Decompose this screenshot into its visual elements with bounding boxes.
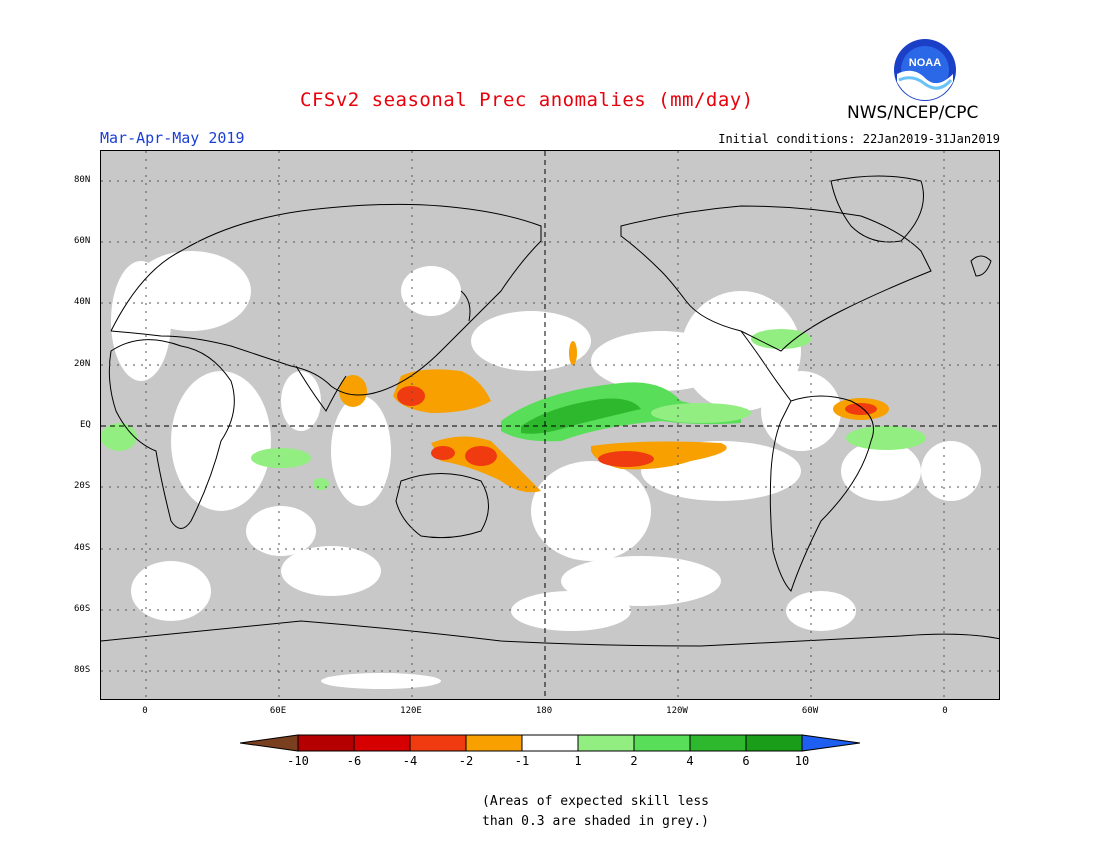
map-title: CFSv2 seasonal Prec anomalies (mm/day) [300,89,754,111]
europe-asia-outline [110,203,542,396]
greenland-outline [830,175,924,243]
colorbar-segment [745,734,803,752]
colorbar-tick-label: -4 [402,754,418,768]
lon-label-60w: 60W [801,706,819,716]
lon-label-180: 180 [535,706,553,716]
colorbar-tick-label: 6 [742,754,750,768]
skill-note-line-2: than 0.3 are shaded in grey.) [482,814,709,829]
lat-label-40s: 40S [74,543,91,553]
colorbar-segment-lower [240,734,299,752]
colorbar-tick-label: 4 [686,754,694,768]
colorbar-segment [409,734,467,752]
lon-label-120e: 120E [400,706,422,716]
colorbar-tick-label: 2 [630,754,638,768]
colorbar-segment-upper [801,734,860,752]
skill-note-line-1: (Areas of expected skill less [482,794,709,809]
colorbar-tick-label: -2 [458,754,474,768]
philippines-dry-core [397,386,425,406]
lat-label-20s: 20S [74,481,91,491]
continent-outlines [101,175,999,647]
lat-label-40n: 40N [74,297,91,307]
skill-note: (Areas of expected skill less than 0.3 a… [482,792,709,832]
colorbar [240,734,860,752]
australia-outline [395,473,489,539]
lon-label-120w: 120W [666,706,688,716]
colorbar-tick-label: -6 [346,754,362,768]
colorbar-segment [689,734,747,752]
dry-anomaly-regions [339,341,889,493]
reference-lines [101,151,999,699]
timor-dry-core [431,446,455,460]
britain-outline [970,255,992,277]
pacific-wet-fringe [651,403,751,423]
colorbar-tick-label: 10 [794,754,810,768]
pacific-wet-core [521,398,641,434]
season-label: Mar-Apr-May 2019 [100,129,245,147]
colorbar-segment [465,734,523,752]
colorbar-tick-label: 1 [574,754,582,768]
new-guinea-dry-core [465,446,497,466]
lon-label-0: 0 [142,706,148,716]
noaa-logo-text: NOAA [909,57,941,69]
colorbar-tick-label: -1 [514,754,530,768]
lon-label-0-east: 0 [942,706,948,716]
indian-ocean-wet [251,448,311,468]
lat-label-80s: 80S [74,665,91,675]
colorbar-segment [353,734,411,752]
india-outline [295,365,347,412]
central-america-outline [740,330,792,402]
initial-conditions-label: Initial conditions: 22Jan2019-31Jan2019 [718,132,1000,146]
antarctica-outline [101,620,999,647]
precipitation-anomaly-map [100,150,1000,700]
african-coast-wet [101,423,137,451]
colorbar-segment [297,734,355,752]
white-skill-regions [111,251,981,689]
south-pacific-dry-core [598,451,654,467]
australia-west-wet [313,478,329,490]
lat-label-60s: 60S [74,604,91,614]
africa-outline [108,339,235,529]
central-pacific-dry [569,341,577,365]
japan-outline [460,290,471,322]
caribbean-wet [751,329,811,349]
bay-of-bengal-dry [339,375,367,407]
colorbar-tick-label: -10 [287,754,309,768]
agency-label: NWS/NCEP/CPC [847,103,979,123]
colorbar-segment [521,734,579,752]
colorbar-segment [633,734,691,752]
amazon-north-dry-core [845,403,877,415]
lon-label-60e: 60E [269,706,287,716]
graticule [101,151,999,699]
lat-label-20n: 20N [74,359,91,369]
north-america-outline [620,205,932,352]
colorbar-segment [577,734,635,752]
lat-label-80n: 80N [74,175,91,185]
lat-label-eq: EQ [80,420,91,430]
wet-anomaly-regions [101,329,926,490]
atlantic-wet [846,426,926,450]
noaa-logo: NOAA [893,38,957,102]
lat-label-60n: 60N [74,236,91,246]
south-america-outline [769,395,874,592]
